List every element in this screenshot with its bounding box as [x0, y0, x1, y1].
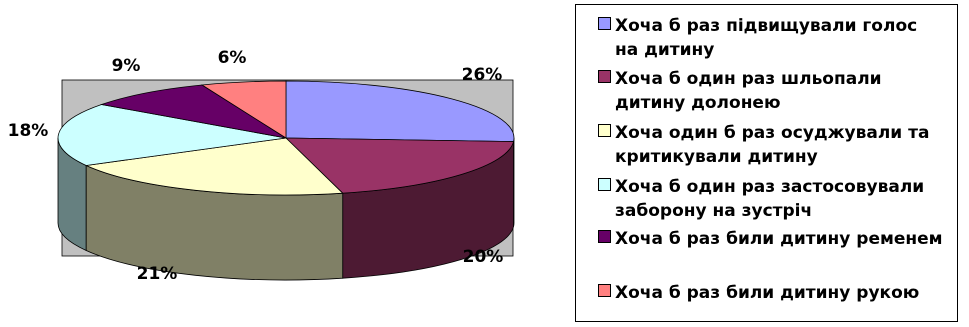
pie-slice	[200, 80, 287, 139]
pie-slice	[84, 137, 344, 196]
legend-swatch	[598, 284, 611, 297]
legend-swatch	[598, 178, 611, 191]
data-label: 21%	[137, 264, 178, 284]
pie-slice	[284, 137, 515, 194]
legend-label: Хоча б раз били дитину рукою	[615, 283, 920, 303]
legend-swatch	[598, 17, 611, 30]
data-label: 18%	[8, 121, 49, 141]
legend-label: Хоча б один раз шльопали дитину долонею	[615, 69, 882, 113]
pie-slice	[99, 84, 287, 139]
legend-label: Хоча б один раз застосовували заборону н…	[615, 177, 925, 221]
pie-chart: 26% 20% 21% 18% 9% 6%	[8, 48, 515, 284]
legend-swatch	[598, 70, 611, 83]
legend-label: Хоча б раз підвищували голос на дитину	[615, 16, 918, 60]
data-label: 6%	[218, 48, 247, 68]
data-label: 26%	[462, 65, 503, 85]
legend-swatch	[598, 124, 611, 137]
data-label: 9%	[112, 56, 141, 76]
pie-slice	[57, 104, 287, 166]
legend-label: Хоча б раз били дитину ременем	[615, 229, 943, 249]
pie-slice	[285, 80, 515, 142]
pie-chart-svg: 26% 20% 21% 18% 9% 6%	[8, 48, 515, 284]
legend-label: Хоча один б раз осуджували та критикувал…	[615, 123, 930, 167]
legend-swatch	[598, 230, 611, 243]
chart-legend: Хоча б раз підвищували голос на дитину Х…	[575, 4, 958, 322]
data-label: 20%	[463, 247, 504, 267]
